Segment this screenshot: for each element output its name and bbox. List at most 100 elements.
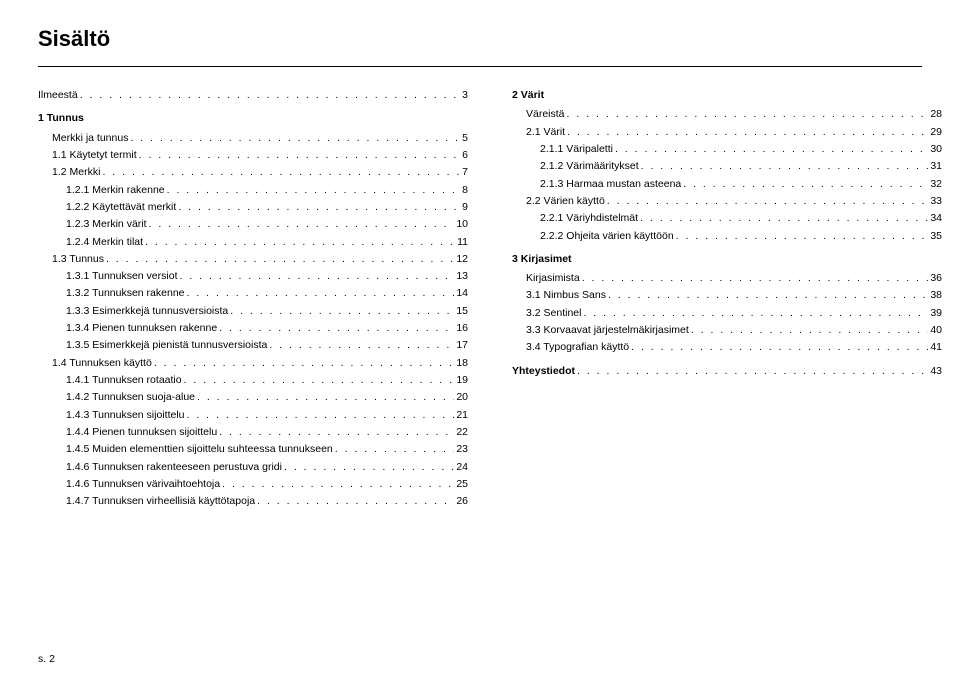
toc-label: 2.1.3 Harmaa mustan asteena: [540, 176, 683, 193]
toc-dots: [269, 337, 454, 354]
page: Sisältö Ilmeestä 3 1 Tunnus Merkki ja tu…: [0, 0, 960, 683]
toc-dots: [154, 355, 454, 372]
toc-row: 3.2 Sentinel39: [512, 305, 942, 322]
toc-right-column: 2 Värit Väreistä282.1 Värit 29 2.1.1 Värip…: [512, 87, 942, 511]
toc-label: Ilmeestä: [38, 87, 80, 104]
toc-dots: [219, 424, 454, 441]
toc-row: Yhteystiedot 43: [512, 363, 942, 380]
toc-row: 1.3.5 Esimerkkejä pienistä tunnusversioi…: [38, 337, 468, 354]
toc-dots: [567, 124, 928, 141]
toc-label: 2.1.1 Väripaletti: [540, 141, 615, 158]
toc-page: 6: [460, 147, 468, 164]
toc-dots: [607, 193, 929, 210]
toc-label: 1.1 Käytetyt termit: [52, 147, 139, 164]
toc-dots: [187, 407, 455, 424]
toc-page: 30: [928, 141, 942, 158]
toc-label: 1.2.4 Merkin tilat: [66, 234, 145, 251]
toc-label: 1.4.2 Tunnuksen suoja-alue: [66, 389, 197, 406]
toc-page: 14: [454, 285, 468, 302]
toc-row: 2.1 Värit 29: [512, 124, 942, 141]
toc-page: 23: [454, 441, 468, 458]
toc-label: 1.4.1 Tunnuksen rotaatio: [66, 372, 184, 389]
toc-row: 1.3.3 Esimerkkejä tunnusversioista 15: [38, 303, 468, 320]
toc-page: 34: [928, 210, 942, 227]
toc-page: 32: [928, 176, 942, 193]
toc-label: 1.3.1 Tunnuksen versiot: [66, 268, 180, 285]
toc-page: 13: [454, 268, 468, 285]
toc-label: Yhteystiedot: [512, 363, 577, 380]
toc-dots: [222, 476, 454, 493]
toc-dots: [641, 158, 929, 175]
toc-page: 5: [460, 130, 468, 147]
toc-page: 15: [454, 303, 468, 320]
toc-page: 39: [928, 305, 942, 322]
toc-dots: [139, 147, 461, 164]
toc-label: 1.2.3 Merkin värit: [66, 216, 149, 233]
toc-label: Väreistä: [526, 106, 567, 123]
toc-label: Merkki ja tunnus: [52, 130, 130, 147]
toc-row: 1.4.6 Tunnuksen värivaihtoehtoja 25: [38, 476, 468, 493]
toc-row: 1.3.4 Pienen tunnuksen rakenne16: [38, 320, 468, 337]
toc-row: 1.4.4 Pienen tunnuksen sijoittelu22: [38, 424, 468, 441]
toc-dots: [691, 322, 929, 339]
toc-page: 8: [460, 182, 468, 199]
toc-page: 11: [455, 234, 468, 251]
divider: [38, 66, 922, 67]
toc-dots: [284, 459, 454, 476]
toc-page: 35: [928, 228, 942, 245]
toc-page: 29: [928, 124, 942, 141]
toc-label: 2.2.2 Ohjeita värien käyttöön: [540, 228, 676, 245]
toc-label: 1.4.7 Tunnuksen virheellisiä käyttötapoj…: [66, 493, 257, 510]
toc-page: 43: [928, 363, 942, 380]
toc-label: 1.2.1 Merkin rakenne: [66, 182, 167, 199]
toc-dots: [167, 182, 461, 199]
toc-row: 3.3 Korvaavat järjestelmäkirjasimet40: [512, 322, 942, 339]
toc-label: 1.3.3 Esimerkkejä tunnusversioista: [66, 303, 230, 320]
toc-label: 3.4 Typografian käyttö: [526, 339, 631, 356]
toc-dots: [335, 441, 455, 458]
toc-dots: [577, 363, 928, 380]
toc-label: 1.4.6 Tunnuksen värivaihtoehtoja: [66, 476, 222, 493]
toc-dots: [640, 210, 928, 227]
section-heading: 3 Kirjasimet: [512, 251, 942, 268]
toc-page: 18: [454, 355, 468, 372]
toc-page: 25: [454, 476, 468, 493]
toc-page: 24: [454, 459, 468, 476]
toc-row: 1.2.2 Käytettävät merkit9: [38, 199, 468, 216]
toc-dots: [676, 228, 929, 245]
toc-section-3: Kirjasimista363.1 Nimbus Sans383.2 Senti…: [512, 270, 942, 357]
toc-label: 1.4.4 Pienen tunnuksen sijoittelu: [66, 424, 219, 441]
toc-page: 17: [454, 337, 468, 354]
page-title: Sisältö: [38, 26, 922, 52]
toc-label: 1.2.2 Käytettävät merkit: [66, 199, 178, 216]
toc-dots: [130, 130, 460, 147]
toc-dots: [102, 164, 460, 181]
toc-label: 1.3.2 Tunnuksen rakenne: [66, 285, 187, 302]
toc-row: Ilmeestä 3: [38, 87, 468, 104]
toc-row: 1.4.2 Tunnuksen suoja-alue20: [38, 389, 468, 406]
toc-dots: [187, 285, 455, 302]
toc-page: 38: [928, 287, 942, 304]
toc-dots: [197, 389, 454, 406]
toc-page: 26: [454, 493, 468, 510]
toc-label: 2.1 Värit: [526, 124, 567, 141]
toc-row: 1.4.5 Muiden elementtien sijoittelu suht…: [38, 441, 468, 458]
toc-row: 1.4.1 Tunnuksen rotaatio19: [38, 372, 468, 389]
toc-page: 7: [460, 164, 468, 181]
toc-dots: [149, 216, 455, 233]
toc-row: Kirjasimista36: [512, 270, 942, 287]
toc-row: Väreistä28: [512, 106, 942, 123]
toc-row: 1.2 Merkki7: [38, 164, 468, 181]
toc-page: 12: [454, 251, 468, 268]
toc-dots: [106, 251, 454, 268]
toc-page: 36: [928, 270, 942, 287]
section-heading: 2 Värit: [512, 87, 942, 104]
toc-columns: Ilmeestä 3 1 Tunnus Merkki ja tunnus51.1…: [38, 87, 922, 511]
toc-row: 2.2.2 Ohjeita värien käyttöön 35: [512, 228, 942, 245]
toc-page: 3: [460, 87, 468, 104]
toc-dots: [145, 234, 455, 251]
toc-label: 2.2.1 Väriyhdistelmät: [540, 210, 640, 227]
toc-page: 31: [928, 158, 942, 175]
toc-page: 33: [928, 193, 942, 210]
toc-label: 1.3.4 Pienen tunnuksen rakenne: [66, 320, 219, 337]
